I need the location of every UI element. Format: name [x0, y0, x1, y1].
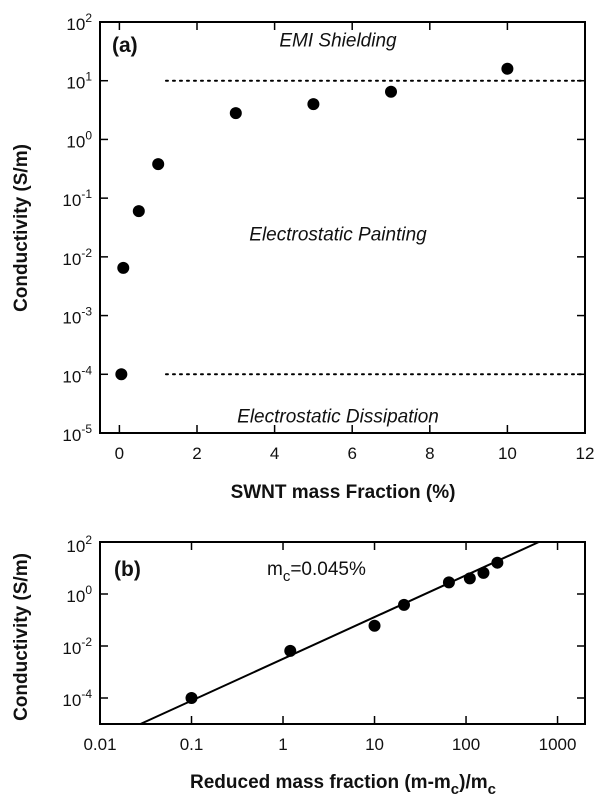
panel-b-y-tick-label-base: 10 [62, 691, 81, 710]
panel-b-y-tick-label-exponent: -2 [81, 635, 92, 649]
panel-b-data-point [284, 644, 297, 657]
panel-b-data-point [185, 692, 198, 704]
panel-a-y-tick-label-base: 10 [62, 426, 81, 445]
panel-a-y-tick-label: 10-5 [62, 422, 92, 445]
panel-b-fit-line-path [140, 541, 540, 725]
panel-b-y-tick-label-exponent: 0 [85, 583, 92, 597]
x-label-mid: )/m [459, 772, 488, 793]
panel-b-y-tick-label-exponent: 2 [85, 533, 92, 547]
panel-a-y-tick-label-base: 10 [66, 132, 85, 151]
panel-a-y-tick-label-base: 10 [66, 15, 85, 34]
panel-a-y-tick-label-exponent: -2 [81, 246, 92, 260]
panel-b-y-tick-label-base: 10 [66, 587, 85, 606]
panel-a-y-tick-label: 101 [66, 70, 92, 93]
panel-a-y-tick-label-exponent: 1 [85, 70, 92, 84]
panel-a-y-axis-label: Conductivity (S/m) [11, 144, 32, 312]
panel-a-y-tick-label-base: 10 [62, 309, 81, 328]
panel-a: 0 2 4 6 8 10 12 10-510-410-310-210-1100101102 … [11, 11, 594, 503]
x-label-subscript-2: c [488, 781, 496, 798]
panel-a-y-tick-label-base: 10 [66, 74, 85, 93]
panel-b-points [185, 556, 504, 704]
percolation-threshold-annotation: mc=0.045% [267, 559, 366, 585]
panel-b-y-tick-label-base: 10 [62, 639, 81, 658]
annotation-main: m [267, 559, 283, 580]
panel-b-y-tick-label: 10-2 [62, 635, 92, 658]
panel-b-y-tick-label: 100 [66, 583, 92, 606]
panel-a-x-tick-label: 4 [270, 444, 279, 463]
panel-a-x-tick-label: 12 [576, 444, 595, 463]
panel-a-y-tick-label-exponent: -3 [81, 305, 92, 319]
panel-a-y-tick-label-exponent: 0 [85, 128, 92, 142]
panel-b-data-point [463, 572, 476, 585]
panel-a-y-tick-label-exponent: 2 [85, 11, 92, 25]
panel-b-frame [99, 541, 586, 725]
panel-a-y-tick-label-exponent: -5 [81, 422, 92, 436]
panel-a-data-point [229, 107, 242, 120]
panel-a-region-label: Electrostatic Painting [249, 224, 427, 245]
panel-a-data-point [307, 98, 320, 111]
x-label-subscript-1: c [451, 781, 459, 798]
panel-a-y-tick-label: 102 [66, 11, 92, 34]
panel-b-x-tick-label: 100 [452, 735, 480, 754]
panel-a-x-axis-label: SWNT mass Fraction (%) [231, 482, 456, 503]
panel-b-x-tick-label: 10 [365, 735, 384, 754]
panel-a-frame [99, 21, 586, 434]
panel-a-y-tick-label-exponent: -4 [81, 363, 92, 377]
panel-a-data-point [385, 85, 397, 98]
panel-a-y-tick-label-base: 10 [62, 191, 81, 210]
panel-b-y-tick-label: 102 [66, 533, 92, 556]
panel-a-region-label: EMI Shielding [279, 31, 397, 52]
panel-b-x-tick-label: 1000 [539, 735, 577, 754]
panel-b-data-point [491, 556, 504, 569]
panel-a-points [115, 62, 514, 381]
panel-b-y-tick-label: 10-4 [62, 687, 92, 710]
panel-a-x-tick-label: 2 [192, 444, 201, 463]
panel-b-x-ticks: 0.01 0.1 1 10 100 1000 [83, 542, 576, 754]
panel-a-y-tick-label-exponent: -1 [81, 187, 92, 201]
panel-a-data-point [117, 261, 130, 274]
panel-b-x-tick-label: 0.1 [180, 735, 204, 754]
panel-a-label: (a) [112, 34, 138, 57]
panel-b-x-tick-label: 0.01 [83, 735, 116, 754]
panel-a-x-tick-label: 8 [425, 444, 434, 463]
panel-a-data-point [501, 62, 514, 75]
panel-a-reference-lines [164, 79, 584, 376]
panel-a-data-point [115, 368, 128, 381]
panel-a-y-tick-label: 10-4 [62, 363, 92, 386]
panel-a-x-tick-label: 10 [498, 444, 517, 463]
panel-a-y-tick-label: 10-2 [62, 246, 92, 269]
panel-b-y-tick-label-base: 10 [66, 537, 85, 556]
panel-b-fit-line [140, 541, 540, 725]
panel-a-y-tick-label: 10-1 [62, 187, 92, 210]
panel-b-label: (b) [114, 558, 141, 581]
panel-b-x-axis-label: Reduced mass fraction (m-mc)/mc [190, 772, 496, 798]
panel-a-y-tick-label-base: 10 [62, 367, 81, 386]
panel-a-x-tick-label: 6 [347, 444, 356, 463]
panel-b-x-tick-label: 1 [278, 735, 287, 754]
panel-b-y-tick-label-exponent: -4 [81, 687, 92, 701]
x-label-main: Reduced mass fraction (m-m [190, 772, 451, 793]
panel-b-data-point [477, 566, 490, 579]
annotation-subscript: c [283, 568, 291, 585]
panel-a-x-ticks: 0 2 4 6 8 10 12 [115, 22, 595, 463]
panel-a-region-label: Electrostatic Dissipation [237, 406, 439, 427]
panel-b-y-axis-label: Conductivity (S/m) [11, 553, 32, 721]
panel-a-y-tick-label: 100 [66, 128, 92, 151]
annotation-value: =0.045% [290, 559, 366, 580]
panel-a-data-point [152, 158, 165, 171]
panel-a-x-tick-label: 0 [115, 444, 124, 463]
panel-a-data-point [132, 205, 145, 218]
panel-a-y-tick-label: 10-3 [62, 305, 92, 328]
panel-a-y-tick-label-base: 10 [62, 250, 81, 269]
panel-b-data-point [442, 576, 455, 589]
panel-b-data-point [398, 598, 411, 611]
panel-a-region-labels: EMI Shielding Electrostatic Painting Elect… [237, 31, 439, 428]
panel-b-data-point [368, 619, 381, 632]
